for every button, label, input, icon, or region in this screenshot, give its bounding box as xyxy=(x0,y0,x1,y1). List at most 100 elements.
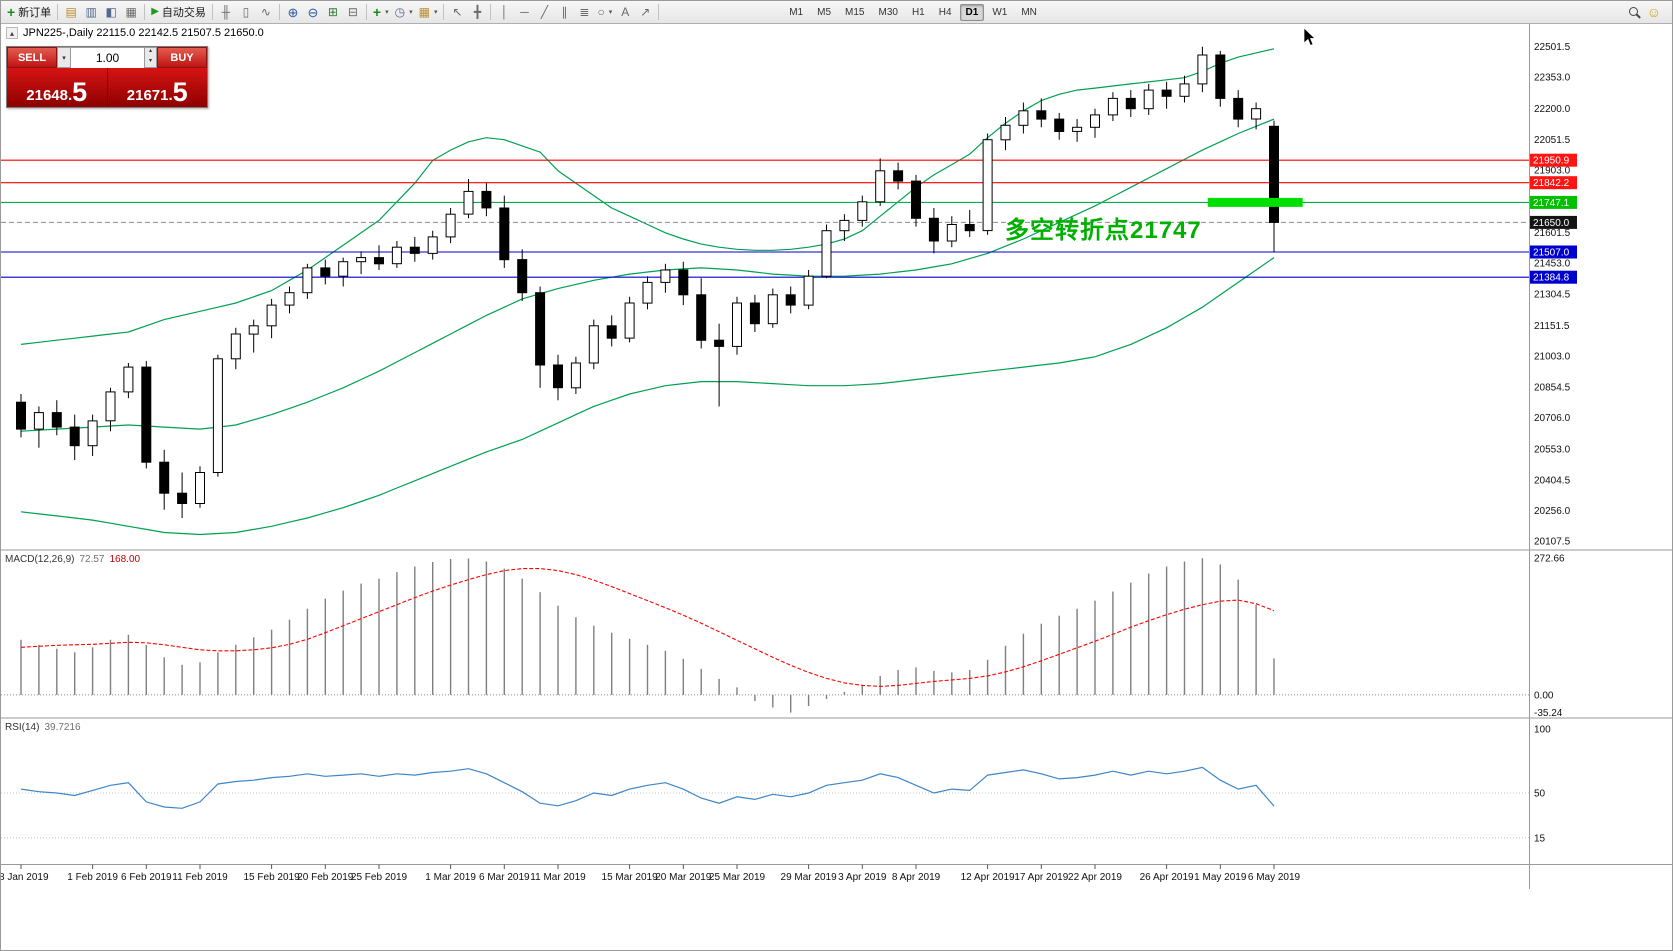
clock-icon: ◷ xyxy=(394,5,406,19)
chart-annotation-text[interactable]: 多空转折点21747 xyxy=(1005,217,1202,244)
timeframe-w1[interactable]: W1 xyxy=(992,6,1008,18)
toolbar-right-group: ☺ xyxy=(1628,5,1669,19)
sell-button[interactable]: SELL xyxy=(7,47,57,68)
arrow-tool-icon: ↗ xyxy=(640,5,651,19)
svg-text:-35.24: -35.24 xyxy=(1534,708,1563,719)
svg-text:28 Jan 2019: 28 Jan 2019 xyxy=(1,872,49,883)
spinner-down-icon[interactable]: ▾ xyxy=(148,57,152,64)
market-watch-button[interactable]: ▥ xyxy=(81,3,101,22)
svg-text:21003.0: 21003.0 xyxy=(1534,352,1571,363)
zoom-out-button[interactable]: ⊖ xyxy=(303,3,323,22)
profiles-icon: ▤ xyxy=(65,5,77,19)
toolbar-separator xyxy=(211,4,213,20)
shapes-button[interactable]: ○ ▾ xyxy=(594,3,615,22)
text-tool-button[interactable]: A xyxy=(615,3,635,22)
timeframe-m5[interactable]: M5 xyxy=(817,6,832,18)
svg-text:15 Mar 2019: 15 Mar 2019 xyxy=(602,872,659,883)
zoom-in-button[interactable]: ⊕ xyxy=(283,3,303,22)
chart-svg[interactable]: 22501.5 22353.0 22200.0 22051.5 21903.0 21601… xyxy=(1,24,1673,951)
tile-windows-button[interactable]: ⊞ xyxy=(323,3,343,22)
crosshair-tool-button[interactable]: ╋ xyxy=(467,3,487,22)
timeframe-h4[interactable]: H4 xyxy=(938,6,952,18)
line-chart-icon: ∿ xyxy=(260,5,271,19)
arrows-tool-button[interactable]: ↗ xyxy=(635,3,655,22)
chevron-down-icon: ▾ xyxy=(608,9,613,16)
indicators-button[interactable]: + ▾ xyxy=(370,3,392,22)
chart-canvas[interactable]: 22501.5 22353.0 22200.0 22051.5 21903.0 21601… xyxy=(1,24,1673,951)
templates-button[interactable]: ▦ ▾ xyxy=(416,3,441,22)
buy-button[interactable]: BUY xyxy=(157,47,207,68)
toolbar-separator xyxy=(443,4,445,20)
timeframe-m15[interactable]: M15 xyxy=(845,6,865,18)
rsi-value: 39.7216 xyxy=(44,722,81,733)
svg-text:12 Apr 2019: 12 Apr 2019 xyxy=(961,872,1015,883)
pane-separators xyxy=(1,24,1672,889)
svg-text:26 Apr 2019: 26 Apr 2019 xyxy=(1140,872,1194,883)
toolbar-separator xyxy=(658,4,660,20)
horizontal-level-lines[interactable] xyxy=(1,159,1529,278)
collapse-panel-icon[interactable]: ▴ xyxy=(6,27,18,39)
new-order-label: 新订单 xyxy=(18,7,52,19)
buy-price[interactable]: 21671. 5 xyxy=(107,68,207,108)
chevron-down-icon: ▾ xyxy=(433,9,438,16)
timeframe-m1[interactable]: M1 xyxy=(789,6,804,18)
volume-input[interactable]: 1.00 xyxy=(71,47,144,68)
cascade-windows-button[interactable]: ⊟ xyxy=(343,3,363,22)
spinner-up-icon[interactable]: ▴ xyxy=(148,48,152,54)
svg-text:20 Feb 2019: 20 Feb 2019 xyxy=(297,872,354,883)
svg-text:20854.5: 20854.5 xyxy=(1534,382,1571,393)
bar-chart-icon: ╫ xyxy=(221,5,231,19)
toolbar-separator xyxy=(57,4,59,20)
fibonacci-button[interactable]: ≣ xyxy=(574,3,594,22)
timeframe-mn[interactable]: MN xyxy=(1021,6,1037,18)
timeframe-h1[interactable]: H1 xyxy=(911,6,925,18)
symbol-ohlc-text: JPN225-,Daily 22115.0 22142.5 21507.5 21… xyxy=(23,27,264,39)
price-axis[interactable]: 22501.5 22353.0 22200.0 22051.5 21903.0 21601… xyxy=(1530,42,1577,844)
trendline-button[interactable]: ╱ xyxy=(534,3,554,22)
autotrading-button[interactable]: ▶ 自动交易 xyxy=(148,3,209,22)
terminal-button[interactable]: ▦ xyxy=(121,3,141,22)
svg-text:0.00: 0.00 xyxy=(1534,690,1554,701)
sell-price[interactable]: 21648. 5 xyxy=(7,68,108,107)
bar-chart-button[interactable]: ╫ xyxy=(216,3,236,22)
macd-name: MACD(12,26,9) xyxy=(5,554,75,565)
candlestick-chart-icon: ▯ xyxy=(242,5,250,19)
rsi-indicator-label: RSI(14) 39.7216 xyxy=(5,722,81,733)
svg-text:11 Mar 2019: 11 Mar 2019 xyxy=(530,872,586,883)
periods-button[interactable]: ◷ ▾ xyxy=(392,3,416,22)
autotrading-label: 自动交易 xyxy=(161,7,206,19)
svg-text:11 Feb 2019: 11 Feb 2019 xyxy=(172,872,228,883)
svg-text:21650.0: 21650.0 xyxy=(1533,218,1570,229)
timeframe-m30[interactable]: M30 xyxy=(878,6,898,18)
vertical-line-button[interactable]: │ xyxy=(494,3,514,22)
profiles-button[interactable]: ▤ xyxy=(61,3,81,22)
feedback-smiley-icon[interactable]: ☺ xyxy=(1646,4,1661,20)
buy-price-big: 5 xyxy=(172,77,188,108)
cursor-tool-button[interactable]: ↖ xyxy=(447,3,467,22)
rsi-name: RSI(14) xyxy=(5,722,40,733)
new-order-button[interactable]: + 新订单 xyxy=(4,3,54,22)
search-icon[interactable] xyxy=(1628,6,1641,19)
channel-button[interactable]: ∥ xyxy=(554,3,574,22)
svg-text:22353.0: 22353.0 xyxy=(1534,73,1571,84)
highlight-bar[interactable] xyxy=(1207,197,1303,207)
svg-text:20256.0: 20256.0 xyxy=(1534,506,1571,517)
crosshair-icon: ╋ xyxy=(473,5,482,19)
line-chart-button[interactable]: ∿ xyxy=(256,3,276,22)
svg-text:20107.5: 20107.5 xyxy=(1534,537,1571,548)
volume-dropdown[interactable]: ▾ xyxy=(57,47,71,68)
chevron-down-icon: ▾ xyxy=(385,9,389,16)
svg-text:21747.1: 21747.1 xyxy=(1533,198,1570,209)
template-icon: ▦ xyxy=(418,5,430,19)
candlestick-chart-button[interactable]: ▯ xyxy=(236,3,256,22)
volume-spinner[interactable]: ▴ ▾ xyxy=(144,47,157,68)
cursor-icon: ↖ xyxy=(452,5,463,19)
navigator-button[interactable]: ◧ xyxy=(101,3,121,22)
horizontal-line-button[interactable]: ─ xyxy=(514,3,534,22)
timeframe-d1[interactable]: D1 xyxy=(959,3,985,21)
cascade-windows-icon: ⊟ xyxy=(347,5,358,19)
svg-text:22501.5: 22501.5 xyxy=(1534,42,1571,53)
fibonacci-icon: ≣ xyxy=(579,5,590,19)
chevron-down-icon: ▾ xyxy=(409,9,413,16)
